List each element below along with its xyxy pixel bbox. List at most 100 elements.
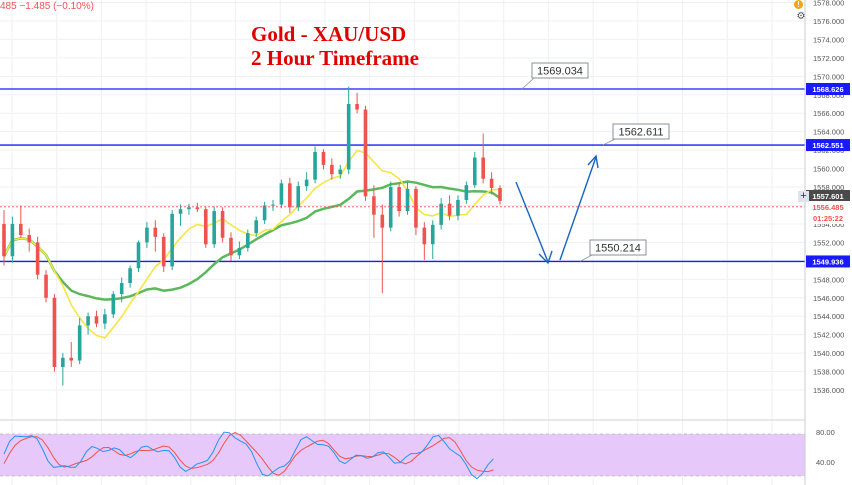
candle-body bbox=[271, 204, 275, 206]
candle-body bbox=[178, 209, 183, 214]
candle-body bbox=[464, 185, 469, 200]
price-tick-label: 1574.000 bbox=[813, 35, 844, 44]
candle-body bbox=[363, 109, 368, 197]
price-tick-label: 1538.000 bbox=[813, 368, 844, 377]
last-price-label: 1556.485 bbox=[812, 203, 843, 212]
candle-body bbox=[94, 316, 99, 324]
candle-body bbox=[472, 157, 477, 186]
price-tick-label: 1570.000 bbox=[813, 72, 844, 81]
stochastic-tick-label: 80.00 bbox=[816, 428, 835, 437]
up-arrowhead bbox=[587, 154, 599, 169]
candle-body bbox=[2, 223, 6, 257]
candle-body bbox=[203, 209, 208, 245]
current-price-label: 1557.601 bbox=[812, 192, 843, 201]
candle-body bbox=[170, 213, 174, 267]
price-tick-label: 1536.000 bbox=[813, 386, 844, 395]
candle-body bbox=[338, 169, 343, 175]
plus-icon[interactable]: + bbox=[798, 191, 809, 202]
candle-body bbox=[237, 247, 242, 256]
level-price-tag-label: 1549.936 bbox=[812, 257, 843, 266]
level-price-tag[interactable] bbox=[806, 82, 850, 95]
callout-box[interactable] bbox=[589, 239, 647, 256]
candle-body bbox=[430, 224, 435, 245]
candle-body bbox=[414, 188, 418, 228]
candle-body bbox=[212, 211, 216, 245]
candle-body bbox=[119, 283, 124, 295]
candle-body bbox=[372, 196, 376, 215]
candle-body bbox=[86, 316, 90, 326]
candle-body bbox=[77, 325, 82, 361]
price-tick-label: 1558.000 bbox=[813, 183, 844, 192]
price-tick-label: 1564.000 bbox=[813, 128, 844, 137]
candle-body bbox=[35, 242, 40, 275]
candle-body bbox=[262, 205, 267, 221]
price-tick-label: 1560.000 bbox=[813, 165, 844, 174]
chart-title-line-2: 2 Hour Timeframe bbox=[251, 46, 419, 70]
countdown-tag bbox=[806, 212, 850, 224]
candle-body bbox=[161, 236, 166, 267]
ohlc-readout: 485 −1.485 (−0.10%) bbox=[0, 1, 94, 12]
callout-label: 1550.214 bbox=[595, 243, 641, 255]
candle-body bbox=[498, 187, 502, 201]
callout-box[interactable] bbox=[531, 62, 589, 79]
candle-body bbox=[254, 220, 259, 234]
stochastic-tick-label: 40.00 bbox=[816, 458, 835, 467]
level-price-tag[interactable] bbox=[806, 255, 850, 268]
candle-body bbox=[439, 203, 443, 225]
candle-body bbox=[355, 104, 359, 110]
price-tick-label: 1572.000 bbox=[813, 54, 844, 63]
price-tick-label: 1568.000 bbox=[813, 91, 844, 100]
down-arrow bbox=[515, 181, 549, 263]
candle-body bbox=[422, 227, 427, 245]
price-tick-label: 1552.000 bbox=[813, 238, 844, 247]
candle-body bbox=[288, 183, 292, 208]
price-tick-label: 1544.000 bbox=[813, 312, 844, 321]
candle-body bbox=[10, 223, 15, 257]
candle-body bbox=[195, 207, 200, 210]
candle-body bbox=[145, 227, 149, 243]
candle-body bbox=[52, 297, 57, 367]
warning-icon[interactable]: ! bbox=[794, 0, 803, 9]
candle-body bbox=[388, 187, 393, 228]
candle-body bbox=[279, 183, 284, 205]
current-price-tag bbox=[806, 190, 850, 202]
price-tick-label: 1546.000 bbox=[813, 294, 844, 303]
callout-leader bbox=[521, 77, 535, 90]
candle-body bbox=[27, 235, 32, 243]
candle-body bbox=[296, 186, 301, 208]
candle-body bbox=[128, 268, 132, 284]
price-callouts[interactable]: 1569.034 1562.611 1550.214 bbox=[521, 62, 670, 262]
gear-icon[interactable]: ⚙ bbox=[796, 11, 806, 22]
price-axis[interactable]: 1578.000 1576.000 1574.000 1572.000 1570.000… bbox=[804, 0, 852, 485]
down-arrowhead bbox=[538, 250, 553, 265]
slow-moving-average-line bbox=[2, 180, 501, 301]
horizontal-level-lines[interactable] bbox=[0, 88, 805, 263]
candle-body bbox=[489, 178, 494, 188]
candle-body bbox=[187, 207, 191, 210]
candle-body bbox=[103, 314, 107, 324]
candle-body bbox=[304, 179, 309, 187]
chart-title-line-1: Gold - XAU/USD bbox=[251, 22, 407, 46]
candle-body bbox=[447, 203, 452, 216]
candle-body bbox=[321, 151, 326, 165]
candle-body bbox=[481, 157, 485, 179]
candle-body bbox=[111, 294, 116, 315]
level-price-tag-label: 1568.626 bbox=[812, 85, 843, 94]
candle-body bbox=[313, 151, 317, 180]
candle-body bbox=[136, 242, 141, 269]
candle-body bbox=[61, 357, 65, 367]
candle-body bbox=[456, 199, 460, 216]
callout-label: 1562.611 bbox=[618, 127, 663, 139]
candle-body bbox=[245, 233, 250, 248]
candle-body bbox=[380, 214, 385, 228]
level-price-tag[interactable] bbox=[806, 139, 850, 152]
up-arrow bbox=[559, 156, 597, 261]
level-price-tag-label: 1562.551 bbox=[812, 141, 843, 150]
price-tick-label: 1578.000 bbox=[813, 0, 844, 8]
candle-body bbox=[330, 164, 334, 175]
price-axis-background bbox=[805, 0, 852, 485]
callout-box[interactable] bbox=[612, 123, 670, 140]
forecast-arrows bbox=[515, 154, 599, 265]
chart-title: Gold - XAU/USD 2 Hour Timeframe bbox=[251, 22, 419, 70]
